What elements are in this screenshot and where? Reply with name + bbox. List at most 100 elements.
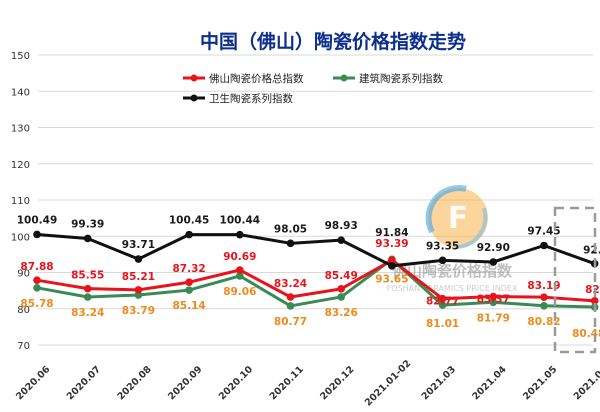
data-label: 83.26: [325, 307, 358, 319]
x-axis: 2020.06 2020.07 2020.08 2020.09 2020.10 2020.…: [14, 358, 600, 409]
data-label: 87.88: [20, 261, 53, 273]
y-tick-label: 80: [17, 305, 30, 316]
data-point: [33, 276, 41, 284]
gridlines: [38, 54, 593, 346]
data-label: 83.24: [71, 307, 104, 319]
data-point: [83, 284, 92, 293]
data-point: [286, 293, 295, 301]
y-tick-label: 150: [11, 51, 30, 62]
data-label: 93.65: [375, 273, 408, 285]
data-point: [438, 256, 447, 265]
legend-label: 建筑陶瓷系列指数: [359, 72, 443, 85]
legend-label: 卫生陶瓷系列指数: [209, 92, 293, 105]
data-point: [388, 262, 396, 270]
data-label: 81.79: [477, 312, 510, 324]
series-line: [36, 258, 595, 303]
data-label: 100.45: [169, 215, 210, 227]
data-label: 100.49: [17, 214, 58, 226]
data-label: 97.45: [527, 225, 560, 237]
latest-period-highlight: [553, 206, 597, 354]
x-tick-label: 2021.05: [521, 364, 559, 402]
y-tick-label: 70: [17, 341, 30, 352]
data-label: 93.39: [375, 238, 408, 250]
data-label: 82.18: [585, 284, 600, 296]
x-tick-label: 2020.12: [318, 364, 356, 402]
data-point: [236, 272, 244, 280]
data-label: 80.77: [274, 316, 307, 328]
data-label: 83.79: [122, 305, 155, 317]
data-point: [185, 230, 193, 239]
y-tick-label: 100: [11, 232, 30, 243]
data-label: 87.32: [172, 263, 205, 275]
x-tick-label: 2021.06: [572, 364, 600, 403]
watermark-logo-arc-2: [453, 207, 488, 250]
data-label: 85.78: [20, 298, 53, 310]
data-label: 90.69: [223, 251, 256, 263]
y-tick-label: 140: [11, 87, 30, 98]
data-point: [185, 278, 193, 287]
data-label: 89.06: [223, 286, 256, 298]
series-line: [36, 257, 595, 309]
data-label: 85.14: [172, 300, 205, 312]
data-label: 93.35: [426, 240, 459, 252]
data-labels: 87.88 85.55 85.21 87.32 90.69 83.24 85.49 93.39…: [17, 214, 600, 340]
data-label: 82.77: [426, 296, 459, 308]
data-point: [236, 230, 244, 239]
data-point: [540, 293, 548, 301]
data-label: 98.93: [325, 220, 358, 232]
data-point: [489, 258, 498, 266]
data-point: [337, 293, 346, 301]
data-label: 81.01: [426, 318, 459, 330]
x-tick-label: 2020.10: [217, 364, 256, 403]
watermark-logo-letter: F: [448, 201, 469, 236]
data-point: [185, 286, 193, 294]
data-label: 99.39: [71, 218, 104, 230]
data-point: [489, 292, 498, 301]
data-point: [540, 301, 548, 310]
x-tick-label: 2020.09: [166, 364, 204, 402]
data-point: [236, 266, 244, 274]
data-label: 91.84: [375, 227, 408, 239]
y-tick-label: 110: [11, 196, 30, 207]
data-point: [134, 286, 143, 294]
data-point: [33, 283, 41, 292]
data-point: [134, 255, 143, 263]
data-point: [540, 241, 548, 250]
data-label: 98.05: [274, 223, 307, 235]
data-label: 83.37: [477, 294, 510, 306]
data-label: 80.82: [527, 316, 560, 328]
y-tick-label: 120: [11, 160, 30, 171]
legend-marker: [190, 74, 198, 82]
data-point: [286, 239, 295, 248]
x-tick-label: 2021.01-02: [363, 358, 414, 409]
data-label: 92.90: [477, 242, 510, 254]
data-label: 83.19: [527, 280, 560, 292]
data-point: [438, 294, 447, 303]
legend-marker: [340, 74, 348, 82]
x-tick-label: 2020.06: [14, 364, 53, 403]
x-tick-label: 2020.07: [65, 364, 103, 402]
watermark-text: 佛山陶瓷价格指数: [391, 262, 513, 280]
x-tick-label: 2020.08: [115, 364, 154, 403]
watermark: F 佛山陶瓷价格指数 FOSHAN CERAMICS PRICE INDEX: [387, 185, 518, 293]
data-point: [83, 293, 92, 301]
watermark-subtext: FOSHAN CERAMICS PRICE INDEX: [387, 284, 518, 293]
legend-marker: [190, 94, 198, 102]
legend-label: 佛山陶瓷价格总指数: [209, 72, 304, 85]
data-label: 92.43: [583, 245, 600, 257]
y-tick-label: 130: [11, 124, 30, 135]
x-tick-label: 2020.11: [268, 364, 306, 402]
series-line: [36, 232, 596, 268]
data-label: 80.48: [572, 328, 600, 340]
data-point: [438, 301, 447, 309]
data-label: 85.49: [325, 270, 358, 282]
series-lines: [33, 230, 599, 311]
data-point: [388, 256, 396, 265]
y-axis: 70 80 90 100 110 120 130 140 150: [11, 51, 30, 352]
data-point: [489, 298, 498, 307]
data-point: [33, 230, 41, 239]
x-tick-label: 2021.03: [420, 364, 458, 402]
chart-title: 中国（佛山）陶瓷价格指数走势: [200, 30, 466, 53]
